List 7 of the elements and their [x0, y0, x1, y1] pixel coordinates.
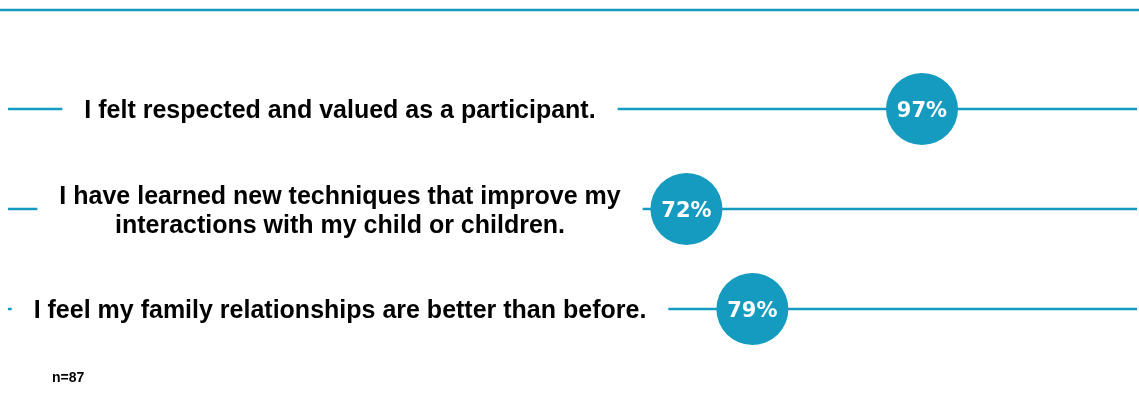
y-tick-label: I have learned new techniques that improve my interactions with my child or children. — [59, 180, 621, 238]
data-label: 79% — [727, 298, 778, 322]
text: n=87 — [52, 369, 85, 385]
data-label: 97% — [896, 98, 948, 122]
y-tick-label: I felt respected and valued as a participant. — [84, 95, 596, 123]
data-label: 72% — [661, 198, 712, 222]
y-tick-label: I feel my family relationships are better than before. — [33, 295, 647, 323]
